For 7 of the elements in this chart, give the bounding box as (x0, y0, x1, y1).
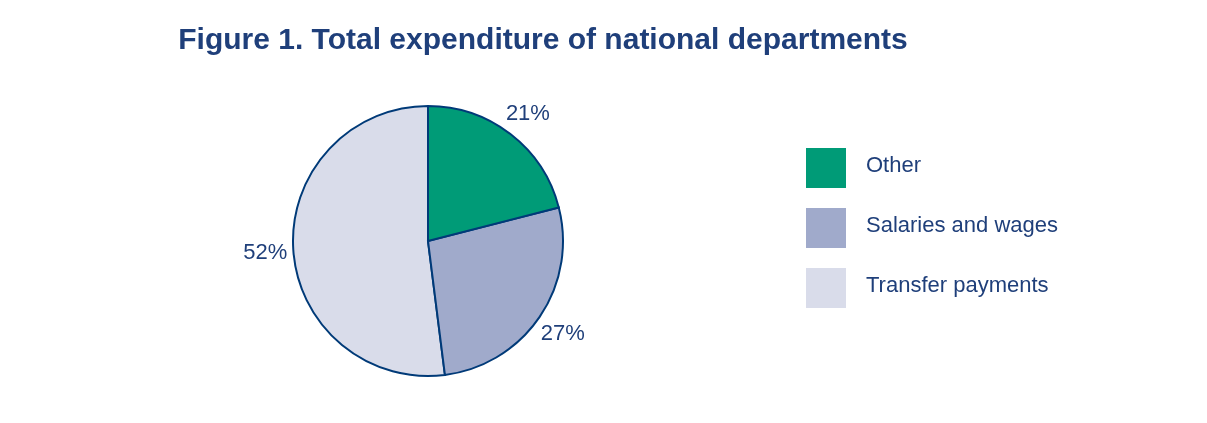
legend-label: Salaries and wages (865, 212, 1058, 237)
data-label: 27% (540, 320, 585, 346)
legend-label: Other (865, 152, 922, 177)
data-label: 21% (505, 99, 550, 125)
chart-title: Figure 1. Total expenditure of national departments (177, 22, 909, 56)
legend-label: Transfer payments (865, 272, 1049, 297)
data-label: 52% (243, 238, 288, 264)
